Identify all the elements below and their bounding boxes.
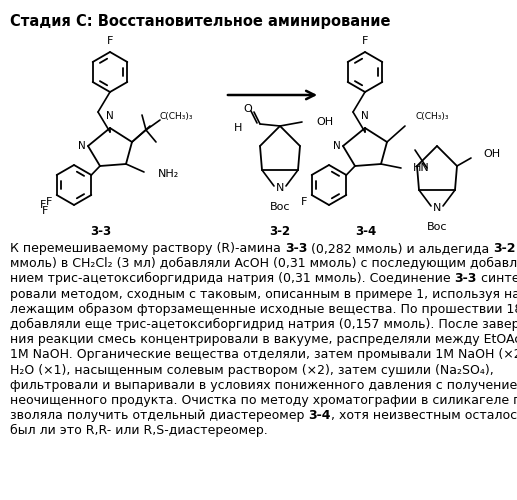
Text: ммоль) в CH₂Cl₂ (3 мл) добавляли AcOH (0,31 ммоль) с последующим добавле-: ммоль) в CH₂Cl₂ (3 мл) добавляли AcOH (0… [10,257,517,270]
Text: Boc: Boc [427,222,447,232]
Text: К перемешиваемому раствору (R)-амина: К перемешиваемому раствору (R)-амина [10,242,285,255]
Text: N: N [106,111,114,121]
Text: неочищенного продукта. Очистка по методу хроматографии в силикагеле по-: неочищенного продукта. Очистка по методу… [10,394,517,407]
Text: 3-2: 3-2 [494,242,516,255]
Text: O: O [244,104,252,114]
Text: OH: OH [316,117,333,127]
Text: N: N [333,141,341,151]
Text: , хотя неизвестным осталось,: , хотя неизвестным осталось, [331,409,517,422]
Text: 3-4: 3-4 [308,409,331,422]
Text: F: F [300,197,307,207]
Text: фильтровали и выпаривали в условиях пониженного давления с получением: фильтровали и выпаривали в условиях пони… [10,379,517,392]
Text: (0,282 ммоль) и альдегида: (0,282 ммоль) и альдегида [307,242,494,255]
Text: зволяла получить отдельный диастереомер: зволяла получить отдельный диастереомер [10,409,308,422]
Text: 1М NaOH. Органические вещества отделяли, затем промывали 1М NaOH (×2),: 1М NaOH. Органические вещества отделяли,… [10,348,517,362]
Text: F: F [362,36,368,46]
Text: Стадия С: Восстановительное аминирование: Стадия С: Восстановительное аминирование [10,14,390,29]
Text: OH: OH [483,149,500,159]
Text: N: N [433,203,441,213]
Text: лежащим образом фторзамещенные исходные вещества. По прошествии 18 ч: лежащим образом фторзамещенные исходные … [10,303,517,316]
Text: N: N [361,111,369,121]
Text: добавляли еще трис-ацетоксиборгидрид натрия (0,157 ммоль). После заверше-: добавляли еще трис-ацетоксиборгидрид нат… [10,318,517,331]
Text: 3-4: 3-4 [355,225,376,238]
Text: H₂O (×1), насыщенным солевым раствором (×2), затем сушили (Na₂SO₄),: H₂O (×1), насыщенным солевым раствором (… [10,364,494,376]
Text: H: H [234,123,242,133]
Text: F: F [42,206,48,216]
Text: 3-3: 3-3 [90,225,111,238]
Text: нием трис-ацетоксиборгидрида натрия (0,31 ммоль). Соединение: нием трис-ацетоксиборгидрида натрия (0,3… [10,272,454,285]
Text: C(CH₃)₃: C(CH₃)₃ [160,112,193,122]
Text: Boc: Boc [270,202,290,212]
Text: F: F [107,36,113,46]
Text: 3-2: 3-2 [269,225,291,238]
Text: HN: HN [413,163,430,173]
Text: (0,3: (0,3 [516,242,517,255]
Text: был ли это R,R- или R,S-диастереомер.: был ли это R,R- или R,S-диастереомер. [10,424,268,438]
Text: F: F [40,200,46,210]
Text: ровали методом, сходным с таковым, описанным в примере 1, используя над-: ровали методом, сходным с таковым, описа… [10,288,517,300]
Text: N: N [276,183,284,193]
Text: C(CH₃)₃: C(CH₃)₃ [415,112,449,122]
Text: синтези-: синтези- [477,272,517,285]
Text: 3-3: 3-3 [285,242,307,255]
Text: F: F [45,197,52,207]
Text: ния реакции смесь концентрировали в вакууме, распределяли между EtOAc и: ния реакции смесь концентрировали в ваку… [10,333,517,346]
Text: NH₂: NH₂ [158,169,179,179]
Text: 3-3: 3-3 [454,272,477,285]
Text: N: N [78,141,86,151]
